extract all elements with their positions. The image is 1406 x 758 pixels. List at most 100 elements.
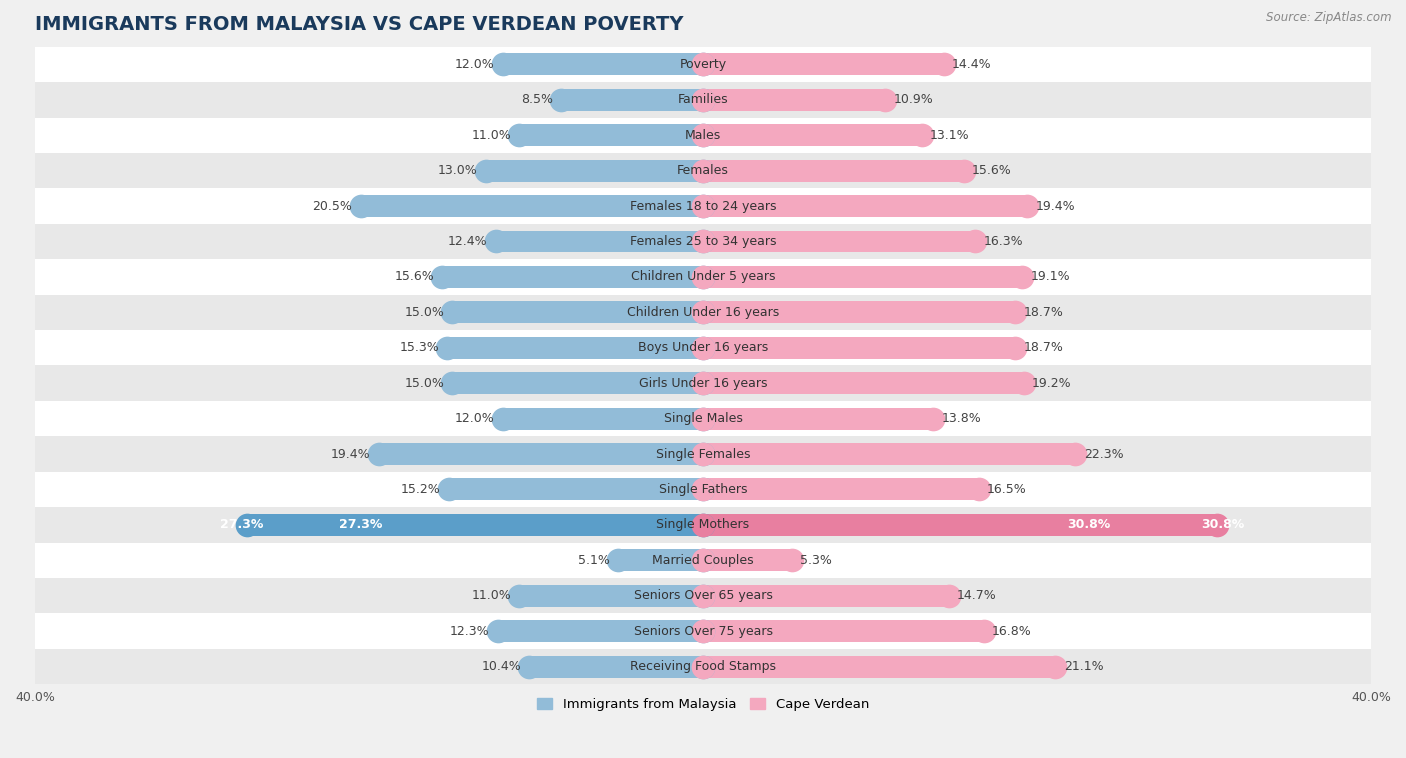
Text: 5.1%: 5.1%: [578, 554, 609, 567]
Bar: [453, 372, 703, 394]
Bar: [703, 266, 1022, 288]
Bar: [703, 89, 884, 111]
Text: Receiving Food Stamps: Receiving Food Stamps: [630, 660, 776, 673]
Bar: [703, 230, 976, 252]
Text: Source: ZipAtlas.com: Source: ZipAtlas.com: [1267, 11, 1392, 24]
Text: 27.3%: 27.3%: [339, 518, 382, 531]
Text: Married Couples: Married Couples: [652, 554, 754, 567]
Bar: [380, 443, 703, 465]
Bar: [703, 160, 963, 182]
Bar: [617, 550, 703, 572]
Text: Children Under 16 years: Children Under 16 years: [627, 305, 779, 319]
Text: Males: Males: [685, 129, 721, 142]
Text: 15.0%: 15.0%: [405, 377, 444, 390]
Text: 15.0%: 15.0%: [405, 305, 444, 319]
Bar: [703, 656, 1056, 678]
Text: Seniors Over 75 years: Seniors Over 75 years: [634, 625, 772, 637]
Text: Girls Under 16 years: Girls Under 16 years: [638, 377, 768, 390]
Bar: [247, 514, 703, 536]
Bar: [35, 507, 1371, 543]
Bar: [453, 302, 703, 324]
Bar: [703, 443, 1076, 465]
Bar: [703, 53, 943, 75]
Text: 12.3%: 12.3%: [450, 625, 489, 637]
Text: 27.3%: 27.3%: [221, 518, 264, 531]
Text: 12.4%: 12.4%: [449, 235, 488, 248]
Text: 11.0%: 11.0%: [471, 589, 510, 602]
Text: 30.8%: 30.8%: [1201, 518, 1244, 531]
Text: 5.3%: 5.3%: [800, 554, 832, 567]
Bar: [703, 302, 1015, 324]
Text: Seniors Over 65 years: Seniors Over 65 years: [634, 589, 772, 602]
Bar: [449, 478, 703, 500]
Bar: [703, 514, 1218, 536]
Text: 15.2%: 15.2%: [401, 483, 441, 496]
Bar: [35, 649, 1371, 684]
Bar: [35, 259, 1371, 295]
Text: Single Females: Single Females: [655, 447, 751, 461]
Bar: [703, 195, 1026, 217]
Bar: [703, 372, 1024, 394]
Text: 19.4%: 19.4%: [1035, 199, 1076, 212]
Bar: [519, 124, 703, 146]
Bar: [360, 195, 703, 217]
Text: 30.8%: 30.8%: [1067, 518, 1111, 531]
Text: 18.7%: 18.7%: [1024, 341, 1063, 354]
Text: 15.3%: 15.3%: [399, 341, 439, 354]
Bar: [561, 89, 703, 111]
Bar: [703, 337, 1015, 359]
Text: IMMIGRANTS FROM MALAYSIA VS CAPE VERDEAN POVERTY: IMMIGRANTS FROM MALAYSIA VS CAPE VERDEAN…: [35, 15, 683, 34]
Bar: [35, 188, 1371, 224]
Bar: [703, 550, 792, 572]
Bar: [703, 620, 984, 642]
Text: 12.0%: 12.0%: [454, 58, 495, 71]
Text: 12.0%: 12.0%: [454, 412, 495, 425]
Text: 14.7%: 14.7%: [957, 589, 997, 602]
Text: 15.6%: 15.6%: [972, 164, 1012, 177]
Text: 10.4%: 10.4%: [481, 660, 522, 673]
Bar: [35, 365, 1371, 401]
Text: 16.5%: 16.5%: [987, 483, 1026, 496]
Text: Single Fathers: Single Fathers: [659, 483, 747, 496]
Bar: [35, 578, 1371, 613]
Bar: [35, 613, 1371, 649]
Bar: [703, 584, 949, 606]
Text: 19.1%: 19.1%: [1031, 271, 1070, 283]
Bar: [35, 330, 1371, 365]
Bar: [502, 408, 703, 430]
Text: Females: Females: [678, 164, 728, 177]
Text: Single Mothers: Single Mothers: [657, 518, 749, 531]
Text: 18.7%: 18.7%: [1024, 305, 1063, 319]
Bar: [486, 160, 703, 182]
Bar: [35, 471, 1371, 507]
Bar: [703, 408, 934, 430]
Text: 16.3%: 16.3%: [984, 235, 1024, 248]
Text: Poverty: Poverty: [679, 58, 727, 71]
Text: Families: Families: [678, 93, 728, 106]
Text: 13.1%: 13.1%: [931, 129, 970, 142]
Text: 10.9%: 10.9%: [893, 93, 934, 106]
Bar: [35, 224, 1371, 259]
Legend: Immigrants from Malaysia, Cape Verdean: Immigrants from Malaysia, Cape Verdean: [531, 692, 875, 716]
Bar: [35, 295, 1371, 330]
Text: 21.1%: 21.1%: [1064, 660, 1104, 673]
Bar: [35, 437, 1371, 471]
Text: 8.5%: 8.5%: [520, 93, 553, 106]
Bar: [519, 584, 703, 606]
Bar: [447, 337, 703, 359]
Bar: [35, 401, 1371, 437]
Bar: [502, 53, 703, 75]
Text: Boys Under 16 years: Boys Under 16 years: [638, 341, 768, 354]
Bar: [703, 124, 922, 146]
Text: 22.3%: 22.3%: [1084, 447, 1123, 461]
Text: Females 18 to 24 years: Females 18 to 24 years: [630, 199, 776, 212]
Text: 11.0%: 11.0%: [471, 129, 510, 142]
Text: Females 25 to 34 years: Females 25 to 34 years: [630, 235, 776, 248]
Bar: [498, 620, 703, 642]
Bar: [35, 82, 1371, 117]
Text: 20.5%: 20.5%: [312, 199, 353, 212]
Text: 13.0%: 13.0%: [437, 164, 478, 177]
Bar: [496, 230, 703, 252]
Text: 15.6%: 15.6%: [394, 271, 434, 283]
Text: 16.8%: 16.8%: [993, 625, 1032, 637]
